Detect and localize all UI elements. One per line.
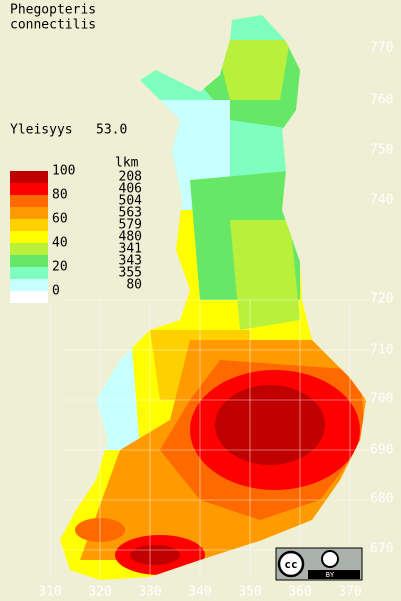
legend-swatch	[10, 243, 48, 255]
legend-count: 563	[119, 206, 142, 221]
legend-scale-label: 0	[52, 284, 60, 299]
y-label: 710	[370, 343, 393, 358]
y-label: 680	[370, 492, 393, 507]
x-label: 370	[338, 585, 361, 600]
x-label: 350	[238, 585, 261, 600]
legend-count: 80	[126, 278, 142, 293]
legend-scale-label: 20	[52, 260, 68, 275]
legend-swatch	[10, 207, 48, 219]
y-label: 700	[370, 392, 393, 407]
frequency-value: 53.0	[96, 123, 127, 138]
title-line-2: connectilis	[10, 18, 96, 33]
legend-swatch	[10, 195, 48, 207]
legend-scale-label: 80	[52, 188, 68, 203]
cc-icon	[277, 550, 305, 578]
y-label: 670	[370, 542, 393, 557]
legend-swatch	[10, 219, 48, 231]
legend-scale-label: 100	[52, 164, 75, 179]
legend-count: 480	[119, 230, 142, 245]
y-label: 770	[370, 41, 393, 56]
x-label: 320	[88, 585, 111, 600]
legend-count: 355	[119, 266, 142, 281]
y-label: 720	[370, 292, 393, 307]
legend-swatch	[10, 171, 48, 183]
y-label: 740	[370, 193, 393, 208]
legend-count: 504	[119, 194, 143, 209]
license-badge: cc BY	[275, 547, 363, 581]
legend: 2084065045635794803413433558010080604020…	[10, 164, 143, 303]
x-label: 340	[188, 585, 211, 600]
legend-count: 208	[119, 170, 142, 185]
legend-scale-label: 60	[52, 212, 68, 227]
legend-header: lkm	[115, 156, 139, 171]
by-icon	[321, 550, 339, 568]
y-label: 690	[370, 443, 393, 458]
legend-swatch	[10, 279, 48, 291]
legend-swatch	[10, 231, 48, 243]
cc-text: cc	[284, 558, 297, 571]
legend-swatch	[10, 255, 48, 267]
x-label: 310	[38, 585, 61, 600]
legend-scale-label: 40	[52, 236, 68, 251]
x-label: 330	[138, 585, 161, 600]
y-label: 760	[370, 93, 393, 108]
x-label: 360	[288, 585, 311, 600]
axis-labels: 770 760 750 740 720 710 700 690 680 670 310 320 330 3…	[38, 41, 393, 600]
by-text: BY	[326, 571, 335, 579]
frequency-label: Yleisyys	[10, 123, 73, 138]
legend-count: 406	[119, 182, 142, 197]
badge-strip	[308, 570, 360, 579]
legend-count: 343	[119, 254, 142, 269]
legend-swatch	[10, 291, 48, 303]
legend-swatch	[10, 267, 48, 279]
legend-count: 341	[119, 242, 142, 257]
legend-swatch	[10, 183, 48, 195]
y-label: 750	[370, 143, 393, 158]
legend-count: 579	[119, 218, 142, 233]
title-line-1: Phegopteris	[10, 3, 96, 18]
